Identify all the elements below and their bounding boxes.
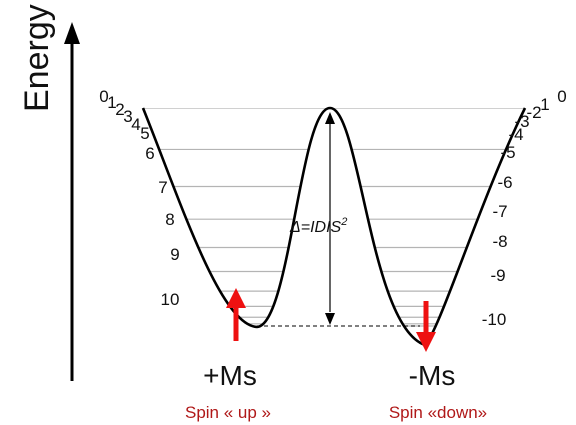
minus-ms-label: -Ms xyxy=(409,360,456,391)
energy-axis-arrowhead xyxy=(64,22,80,44)
up-arrow-icon xyxy=(226,288,246,341)
right-level-label: -6 xyxy=(497,173,512,192)
plus-ms-label: +Ms xyxy=(203,360,257,391)
left-level-label: 8 xyxy=(165,210,174,229)
right-level-label: 1 xyxy=(540,95,549,114)
right-level-label: -4 xyxy=(508,125,523,144)
left-level-label: 1 xyxy=(107,93,116,112)
right-level-label: -5 xyxy=(500,143,515,162)
barrier-label-main: Δ=IDIS xyxy=(289,219,342,236)
left-level-label: 3 xyxy=(123,107,132,126)
right-level-label: 0 xyxy=(557,87,566,106)
left-level-label: 6 xyxy=(145,144,154,163)
barrier-label-sup: 2 xyxy=(340,216,347,228)
left-level-label: 5 xyxy=(140,124,149,143)
barrier-arrow-top xyxy=(325,112,335,124)
spin-up-label: Spin « up » xyxy=(185,403,271,422)
potential-curve xyxy=(141,106,527,347)
right-level-label: -3 xyxy=(514,112,529,131)
right-level-label: -2 xyxy=(526,103,541,122)
left-level-label: 0 xyxy=(99,87,108,106)
down-arrow-icon xyxy=(416,301,436,352)
barrier-arrow-bottom xyxy=(325,313,335,325)
energy-axis-label: Energy xyxy=(18,4,56,112)
left-level-label: 2 xyxy=(115,100,124,119)
right-level-label: -7 xyxy=(492,202,507,221)
barrier-label: Δ=IDIS2 xyxy=(289,216,347,236)
left-level-label: 9 xyxy=(170,245,179,264)
left-level-label: 7 xyxy=(158,178,167,197)
left-level-label: 4 xyxy=(131,115,140,134)
left-level-label: 10 xyxy=(161,290,180,309)
right-level-label: -10 xyxy=(482,310,507,329)
spin-down-label: Spin «down» xyxy=(389,403,487,422)
right-level-labels: 01-2-3-4-5 -6 -7 -8 -9 -10 xyxy=(482,87,567,329)
right-level-label: -8 xyxy=(492,232,507,251)
right-level-label: -9 xyxy=(490,266,505,285)
